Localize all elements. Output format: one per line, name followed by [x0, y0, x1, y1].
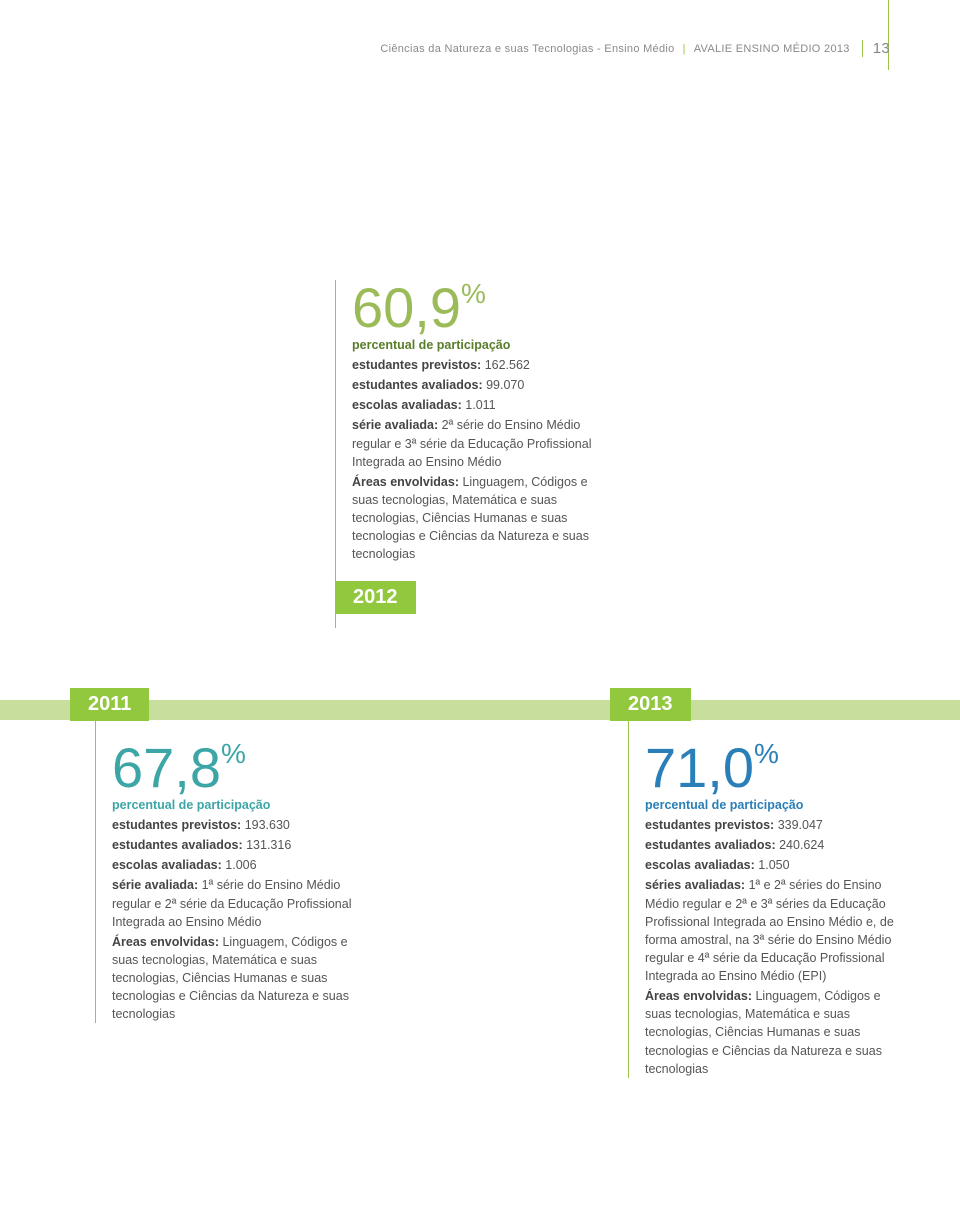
percent-value: 71,0 [645, 736, 754, 799]
year-tab-2011: 2011 [70, 688, 149, 721]
percent-2012: 60,9% [352, 280, 615, 336]
sub-label: percentual de participação [352, 338, 615, 352]
areas-para: Áreas envolvidas: Linguagem, Códigos e s… [352, 473, 615, 564]
header-right: AVALIE ENSINO MÉDIO 2013 [694, 43, 850, 55]
avaliados-line: estudantes avaliados: 131.316 [112, 836, 375, 854]
percent-2013: 71,0% [645, 740, 908, 796]
percent-value: 67,8 [112, 736, 221, 799]
percent-symbol: % [754, 738, 779, 769]
previstos-line: estudantes previstos: 193.630 [112, 816, 375, 834]
infobox-2012: 60,9% percentual de participação estudan… [335, 280, 615, 628]
infobox-2011: 67,8% percentual de participação estudan… [95, 720, 375, 1023]
areas-para: Áreas envolvidas: Linguagem, Códigos e s… [645, 987, 908, 1078]
percent-value: 60,9 [352, 276, 461, 339]
serie-para: série avaliada: 1ª série do Ensino Médio… [112, 876, 375, 930]
avaliados-line: estudantes avaliados: 240.624 [645, 836, 908, 854]
previstos-line: estudantes previstos: 162.562 [352, 356, 615, 374]
infobox-2013: 71,0% percentual de participação estudan… [628, 720, 908, 1078]
escolas-line: escolas avaliadas: 1.011 [352, 396, 615, 414]
header-left: Ciências da Natureza e suas Tecnologias … [380, 43, 674, 55]
page-number: 13 [862, 40, 890, 57]
escolas-line: escolas avaliadas: 1.050 [645, 856, 908, 874]
separator-icon: | [683, 43, 686, 55]
previstos-line: estudantes previstos: 339.047 [645, 816, 908, 834]
decorative-vline [888, 0, 889, 70]
sub-label: percentual de participação [112, 798, 375, 812]
serie-para: série avaliada: 2ª série do Ensino Médio… [352, 416, 615, 470]
sub-label: percentual de participação [645, 798, 908, 812]
year-tab-2013: 2013 [610, 688, 691, 721]
percent-symbol: % [461, 278, 486, 309]
year-tab-2012: 2012 [335, 581, 416, 614]
page-header: Ciências da Natureza e suas Tecnologias … [380, 40, 890, 57]
percent-2011: 67,8% [112, 740, 375, 796]
avaliados-line: estudantes avaliados: 99.070 [352, 376, 615, 394]
serie-para: séries avaliadas: 1ª e 2ª séries do Ensi… [645, 876, 908, 985]
percent-symbol: % [221, 738, 246, 769]
escolas-line: escolas avaliadas: 1.006 [112, 856, 375, 874]
areas-para: Áreas envolvidas: Linguagem, Códigos e s… [112, 933, 375, 1024]
